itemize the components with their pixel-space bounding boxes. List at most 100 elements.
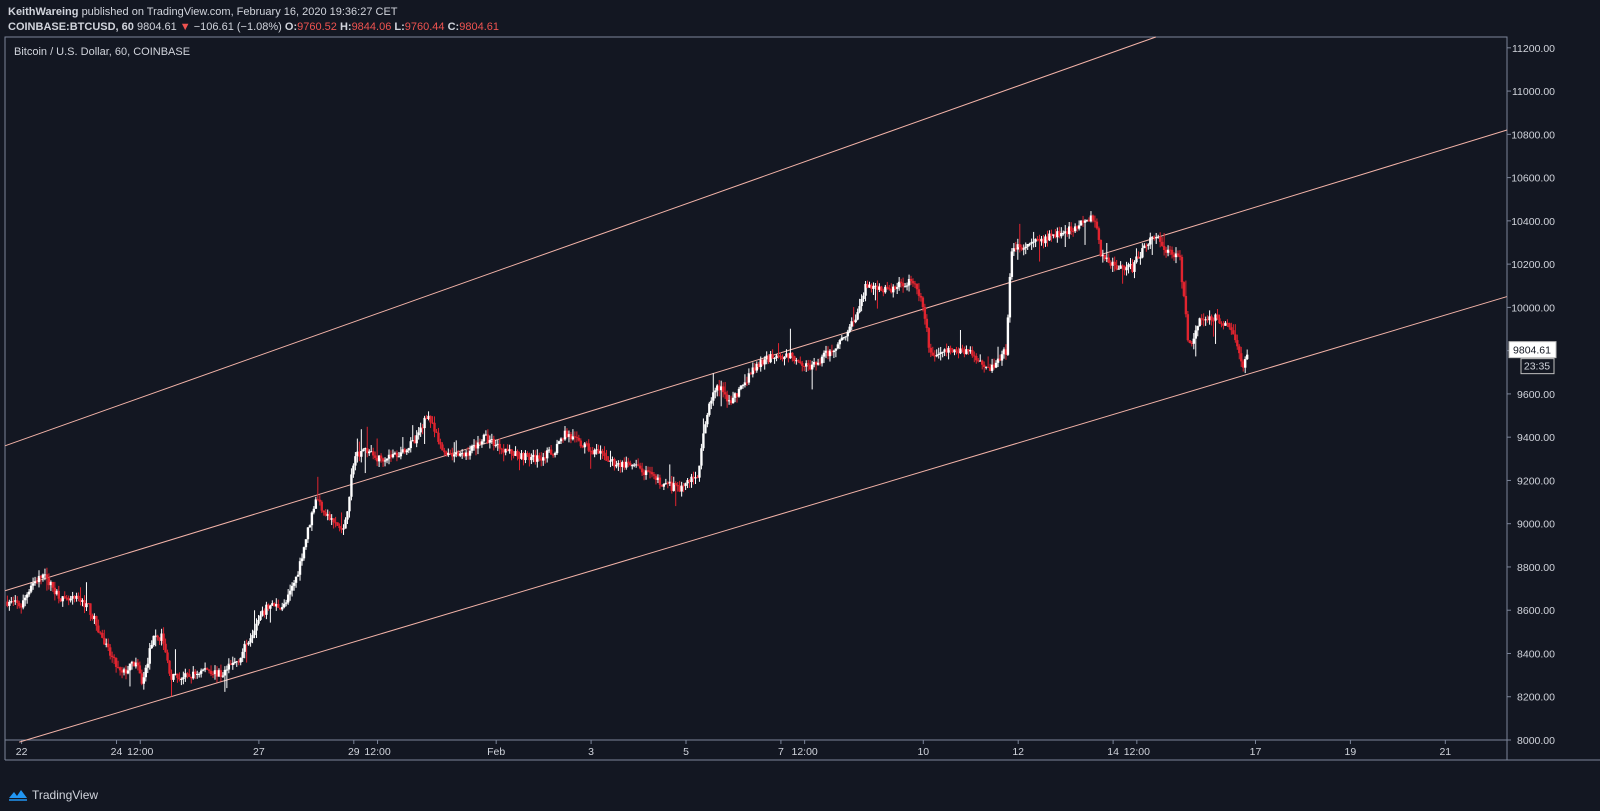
candle-body [801,363,804,366]
candle-body [375,457,379,462]
candle-body [364,448,367,450]
candle-body [1133,262,1136,272]
candle-body [965,349,968,355]
candle-body [14,600,17,602]
candle-body [1105,257,1108,260]
candle-body [435,431,438,433]
candle-body [812,362,816,365]
candle-body [627,461,630,463]
candle-body [1101,254,1105,257]
candle-body [931,352,934,356]
candle-body [969,350,972,352]
candle-body [373,455,377,458]
countdown-box [1520,358,1555,375]
candle-body [504,448,507,453]
candle-body [1145,245,1148,247]
candle-body [690,476,693,483]
candle-body [160,633,163,641]
candle-body [1044,236,1047,244]
candle-body [484,434,488,436]
candle-body [1125,267,1128,271]
candle-body [1083,220,1087,223]
candle-body [437,432,440,442]
candle-body [1147,244,1150,246]
candle-body [909,279,913,282]
candle-body [277,603,280,608]
candle-body [660,484,664,487]
candle-body [1194,330,1197,339]
candle-body [939,352,942,354]
candle-body [674,483,677,485]
candle-body [990,364,994,371]
candle-body [559,438,563,442]
candle-body [593,449,596,455]
candle-body [1243,359,1247,368]
candle-body [41,574,45,578]
candle-body [749,373,753,375]
candle-body [899,281,903,284]
x-tick-label: 12:00 [792,746,818,758]
candle-body [235,661,238,663]
candle-body [955,349,958,351]
candle-body [474,444,478,449]
candle-body [328,514,331,520]
candle-body [156,635,159,638]
candle-body [613,459,616,467]
candle-body [1109,262,1112,266]
candle-body [1091,215,1095,221]
high-value: 9844.06 [351,21,392,33]
candle-body [882,291,885,293]
y-tick-label: 8200.00 [1517,692,1555,704]
candle-body [453,454,456,457]
candle-body [640,468,644,473]
candle-body [731,397,735,404]
y-tick-label: 10600.00 [1511,173,1555,185]
candle-body [765,355,768,360]
close-label: C: [447,21,460,33]
candle-body [401,449,405,453]
quote-line: COINBASE:BTCUSD, 60 9804.61 ▼ −106.61 (−… [8,20,499,34]
candle-body [947,347,950,353]
candle-body [441,444,444,451]
candle-body [1198,318,1201,327]
candle-body [395,452,399,457]
candle-body [75,595,78,599]
candle-body [255,623,258,631]
candle-body [233,661,236,663]
y-tick-label: 10400.00 [1511,216,1555,228]
candle-body [834,348,838,351]
candle-body [290,585,294,591]
candle-body [286,594,290,603]
candle-body [300,558,304,562]
footer-brand[interactable]: TradingView [8,788,98,802]
channel-line-3 [19,296,1508,743]
candle-body [344,519,347,529]
candle-body [498,443,501,449]
candle-body [1050,233,1053,236]
candle-body [569,434,573,440]
candle-body [895,287,899,289]
x-tick-label: 10 [917,746,929,758]
x-tick-label: 12:00 [364,746,390,758]
candle-body [377,455,381,462]
candle-body [85,603,88,608]
candle-body [945,349,948,353]
candle-body [727,400,731,402]
candle-body [253,630,256,636]
candle-body [961,348,964,350]
candle-body [723,392,727,395]
candle-body [71,596,74,599]
candle-body [662,483,666,487]
candle-body [1240,353,1243,362]
candle-body [988,367,992,371]
candle-body [259,615,262,620]
candle-body [241,651,244,658]
candle-body [753,367,757,371]
candle-body [370,451,373,453]
candle-body [886,286,889,289]
author-name[interactable]: KeithWareing [8,6,79,18]
candle-body [897,281,901,288]
candle-body [107,643,110,648]
low-value: 9760.44 [404,21,445,33]
